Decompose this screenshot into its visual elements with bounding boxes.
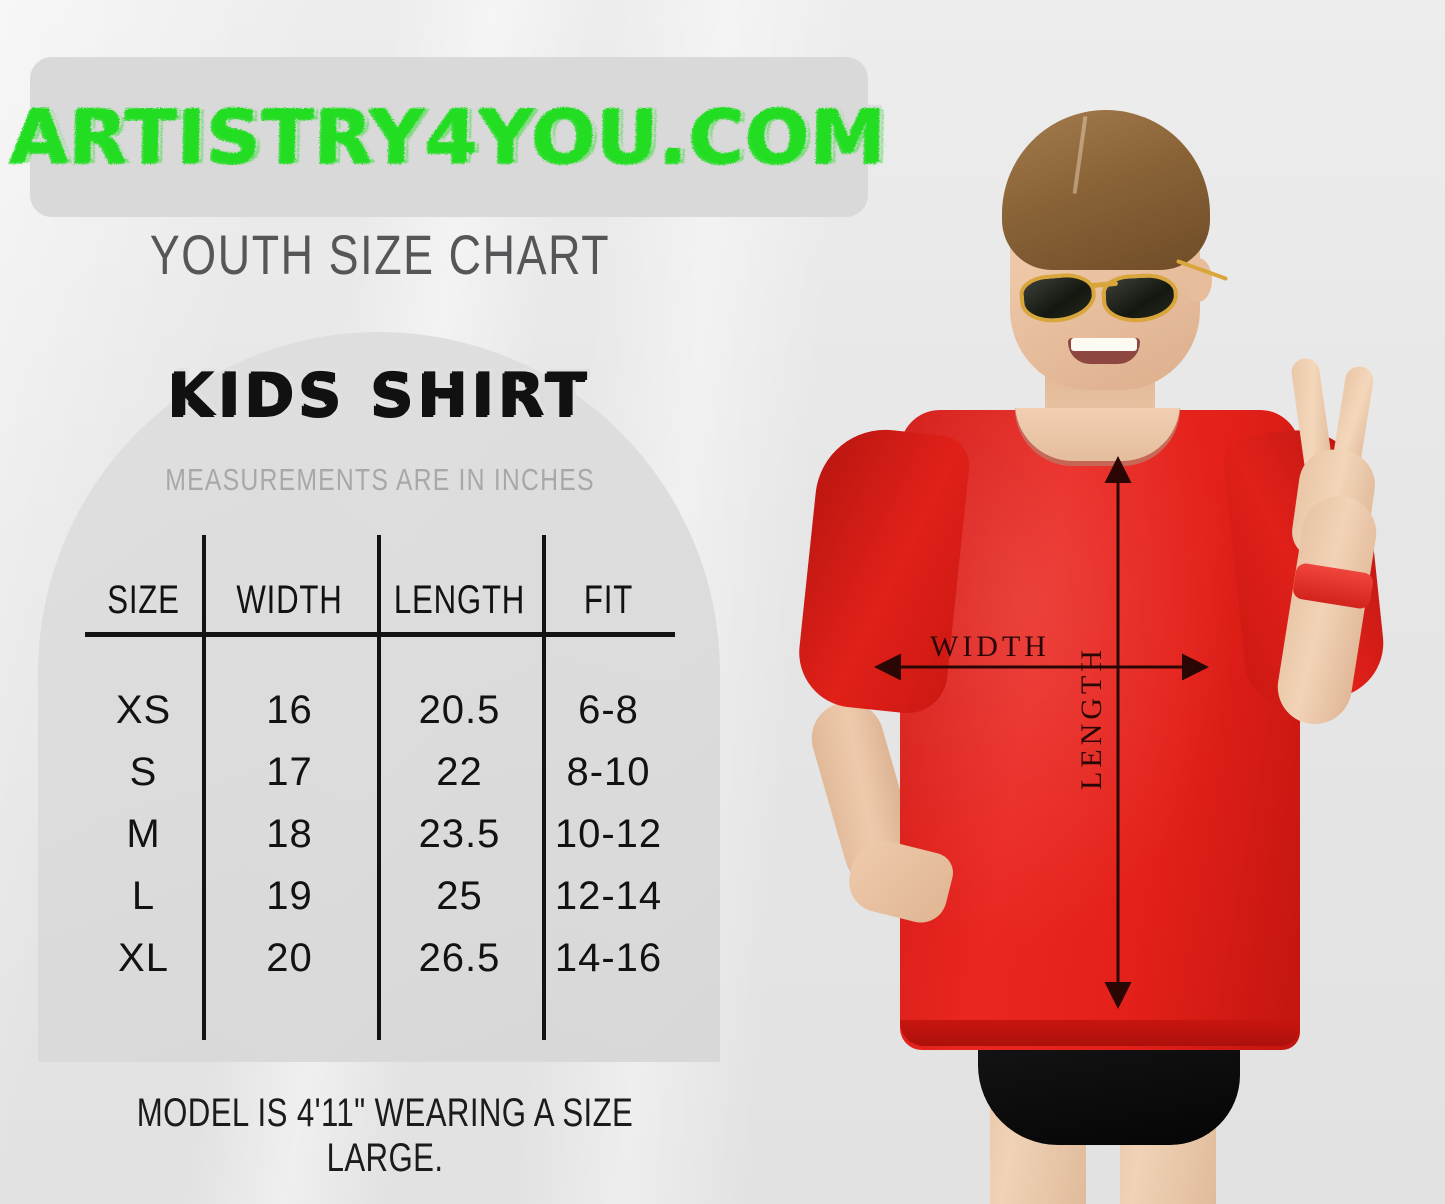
table-divider-1: [202, 535, 206, 1040]
cell-fit: 14-16: [554, 935, 663, 980]
shirt-hem: [900, 1020, 1300, 1046]
cell-fit: 6-8: [578, 687, 639, 732]
cell-size: L: [131, 873, 156, 918]
table-header-rule: [85, 632, 675, 637]
cell-width: 16: [266, 687, 313, 732]
cell-length: 23.5: [418, 811, 501, 856]
cell-size: M: [126, 811, 161, 856]
model-teeth: [1071, 338, 1137, 351]
size-chart-table: SIZE WIDTH LENGTH FIT XS 16 20.5 6-8 S 1…: [85, 535, 675, 1040]
cell-width: 20: [266, 935, 313, 980]
cell-fit: 8-10: [566, 749, 651, 794]
aviator-sunglasses-icon: [1018, 258, 1229, 330]
cell-size: XL: [118, 935, 169, 980]
length-label: LENGTH: [1075, 646, 1108, 790]
model-photo: [690, 0, 1445, 1204]
column-header-length: LENGTH: [393, 577, 526, 622]
column-header-size: SIZE: [107, 577, 180, 622]
cell-fit: 10-12: [554, 811, 663, 856]
cell-length: 22: [436, 749, 483, 794]
shirt-sleeve-left: [793, 422, 973, 718]
width-label: WIDTH: [930, 630, 1050, 663]
brand-logo-badge[interactable]: ARTISTRY4YOU.COM: [10, 57, 888, 217]
table-row: XL 20 26.5 14-16: [85, 928, 675, 988]
model-smile: [1068, 338, 1140, 364]
table-row: M 18 23.5 10-12: [85, 804, 675, 864]
brand-logo-text: ARTISTRY4YOU.COM: [9, 94, 889, 180]
table-row: XS 16 20.5 6-8: [85, 680, 675, 740]
model-hair: [1002, 110, 1210, 270]
column-header-width: WIDTH: [236, 577, 343, 622]
cell-size: XS: [115, 687, 172, 732]
cell-width: 18: [266, 811, 313, 856]
sunglass-lens-left: [1018, 270, 1098, 326]
cell-length: 25: [436, 873, 483, 918]
product-title: KIDS SHIRT: [168, 360, 592, 430]
sunglass-lens-right: [1100, 272, 1180, 324]
table-divider-3: [542, 535, 546, 1040]
model-size-note: MODEL IS 4'11" WEARING A SIZE LARGE.: [136, 1091, 634, 1180]
cell-fit: 12-14: [554, 873, 663, 918]
shirt-collar: [1015, 408, 1180, 466]
page-title: YOUTH SIZE CHART: [149, 223, 611, 286]
cell-width: 17: [266, 749, 313, 794]
cell-length: 20.5: [418, 687, 501, 732]
table-header-row: SIZE WIDTH LENGTH FIT: [85, 577, 675, 623]
table-row: L 19 25 12-14: [85, 866, 675, 926]
units-note: MEASUREMENTS ARE IN INCHES: [165, 462, 595, 497]
table-divider-2: [377, 535, 381, 1040]
cell-size: S: [129, 749, 158, 794]
column-header-fit: FIT: [583, 577, 634, 622]
table-row: S 17 22 8-10: [85, 742, 675, 802]
cell-width: 19: [266, 873, 313, 918]
cell-length: 26.5: [418, 935, 501, 980]
